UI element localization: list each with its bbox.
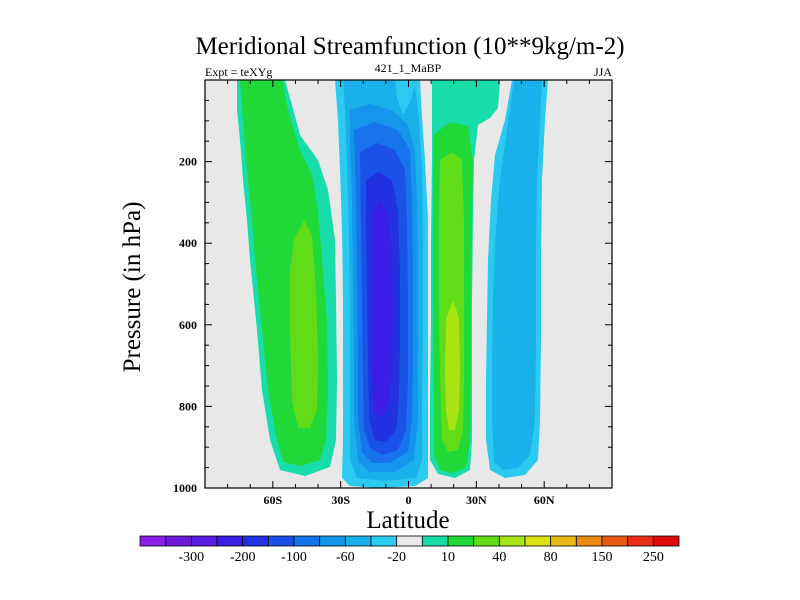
colorbar-swatch [447, 535, 475, 547]
colorbar-swatch [319, 535, 346, 547]
subtitle-left: Expt = teXYg [205, 65, 272, 79]
subtitle-center: 421_1_MaBP [375, 61, 442, 75]
colorbar-label: -100 [281, 550, 307, 565]
subtitle-right: JJA [594, 65, 612, 79]
colorbar-swatch [216, 535, 244, 547]
colorbar-swatch [627, 535, 654, 547]
x-axis: 60S 30S 0 30N 60N [204, 80, 613, 507]
y-axis-label: Pressure (in hPa) [119, 202, 146, 373]
colorbar-label: 150 [592, 550, 613, 565]
colorbar-swatch [370, 535, 398, 547]
colorbar-label: -300 [178, 550, 204, 565]
y-tick-label: 400 [179, 236, 197, 250]
x-axis-label: Latitude [366, 507, 449, 534]
colorbar-swatch [396, 535, 423, 547]
contour-nm-neg20 [492, 80, 542, 470]
chart-title: Meridional Streamfunction (10**9kg/m-2) [195, 33, 624, 60]
colorbar-swatch [139, 535, 167, 547]
contour-sh-40-60 [290, 220, 318, 428]
colorbar-swatch [652, 535, 680, 547]
colorbar-swatch [524, 535, 552, 547]
x-tick-label: 0 [406, 493, 412, 507]
x-tick-label: 30N [466, 493, 487, 507]
colorbar-swatch [165, 535, 192, 547]
colorbar: -300 -200 -100 -60 -20 10 40 80 150 250 [139, 535, 680, 565]
colorbar-label: 10 [441, 550, 455, 565]
colorbar-label: -60 [336, 550, 355, 565]
x-tick-label: 30S [331, 493, 350, 507]
contour-field [237, 80, 548, 488]
colorbar-swatch [601, 535, 629, 547]
contour-tr-neg200 [371, 200, 393, 418]
colorbar-swatch [550, 535, 577, 547]
colorbar-swatch [190, 535, 218, 547]
colorbar-swatch [293, 535, 321, 547]
x-tick-label: 60S [263, 493, 282, 507]
colorbar-label: -200 [230, 550, 256, 565]
colorbar-label: 80 [544, 550, 558, 565]
colorbar-swatch [344, 535, 372, 547]
y-tick-label: 200 [179, 155, 197, 169]
colorbar-swatch [498, 535, 526, 547]
contour-nh-60-80 [445, 300, 460, 430]
y-tick-label: 600 [179, 318, 197, 332]
colorbar-swatch [575, 535, 603, 547]
y-axis: 200 400 600 800 1000 [173, 79, 612, 495]
colorbar-swatch [242, 535, 269, 547]
colorbar-swatch [421, 535, 449, 547]
colorbar-swatch [473, 535, 500, 547]
colorbar-swatch [267, 535, 295, 547]
y-tick-label: 1000 [173, 481, 197, 495]
colorbar-label: 40 [492, 550, 506, 565]
colorbar-label: 250 [643, 550, 664, 565]
colorbar-label: -20 [387, 550, 406, 565]
x-tick-label: 60N [534, 493, 555, 507]
y-tick-label: 800 [179, 399, 197, 413]
